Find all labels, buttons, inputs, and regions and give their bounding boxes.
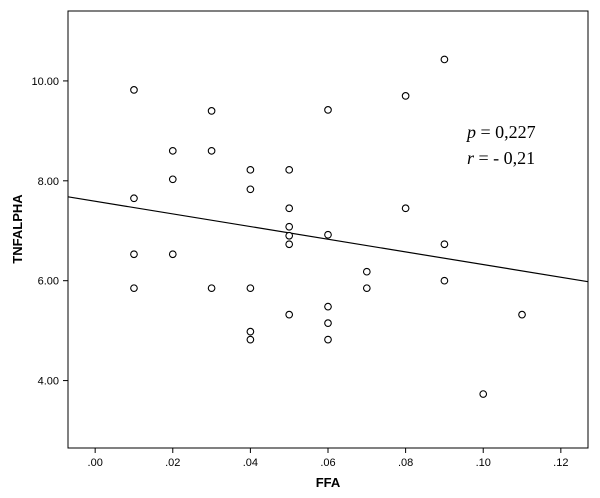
x-axis-ticks: .00 .02 .04 .06 .08 .10 .12 [88,448,568,469]
data-point [246,165,255,174]
data-point [440,55,449,64]
data-point [168,146,177,155]
data-point [168,175,177,184]
y-tick-label: 8.00 [38,176,59,188]
r-value-annotation: r = - 0,21 [467,148,535,168]
x-tick-label: .00 [88,457,103,469]
data-point [285,231,294,240]
x-tick-label: .08 [398,457,413,469]
p-value-annotation: p = 0,227 [465,122,536,142]
data-point [285,222,294,231]
y-tick-label: 10.00 [31,76,59,88]
data-point [324,302,332,311]
data-point [168,250,177,259]
x-tick-label: .10 [476,457,491,469]
data-points [130,55,526,398]
x-tick-label: .04 [243,457,258,469]
data-point [207,284,216,293]
data-point [285,310,294,319]
data-point [130,250,138,259]
data-point [440,276,449,285]
data-point [130,86,138,94]
data-point [479,390,488,398]
r-symbol: r [467,148,475,168]
regression-line [67,196,589,283]
data-point [130,284,138,293]
data-point [362,267,371,276]
data-point [207,146,216,155]
data-point [207,107,216,115]
data-point [246,284,255,293]
p-symbol: p [465,122,476,142]
data-point [246,185,255,194]
y-tick-label: 4.00 [38,376,59,388]
plot-area [67,10,589,449]
data-point [362,284,371,293]
x-tick-label: .06 [320,457,335,469]
data-point [246,327,255,336]
y-axis-ticks: 4.00 6.00 8.00 10.00 [31,76,68,388]
data-point [246,335,255,344]
y-tick-label: 6.00 [38,276,59,288]
data-point [324,230,332,239]
x-tick-label: .02 [165,457,180,469]
data-point [401,92,410,100]
data-point [440,240,449,249]
data-point [324,319,332,327]
p-value-text: = 0,227 [476,122,536,142]
y-axis-title: TNFALPHA [10,194,25,264]
data-point [285,165,294,174]
data-point [285,240,294,249]
data-point [518,310,526,319]
data-point [130,194,138,203]
data-point [285,204,294,213]
data-point [324,335,332,344]
r-value-text: = - 0,21 [474,148,535,168]
x-axis-title: FFA [316,475,341,490]
x-tick-label: .12 [553,457,568,469]
data-point [401,204,410,213]
data-point [324,106,332,114]
